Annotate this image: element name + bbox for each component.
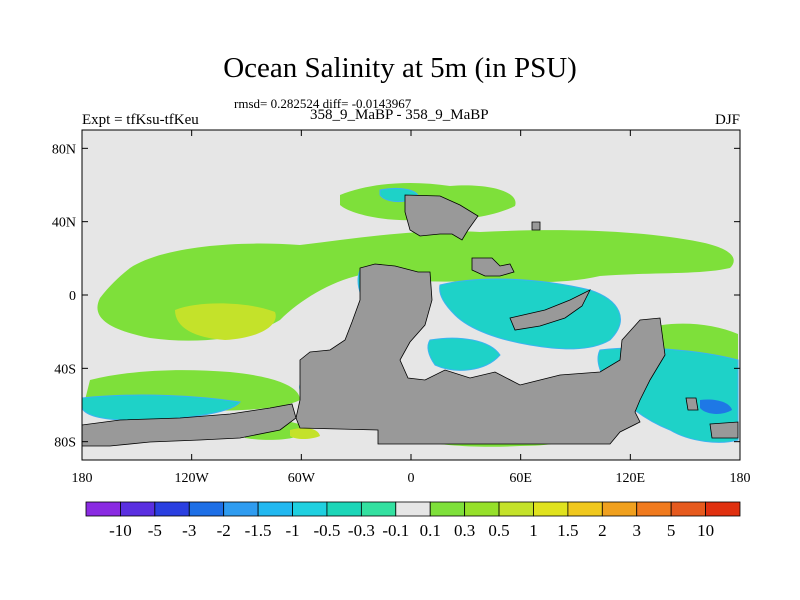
colorbar-label: 10 — [697, 521, 714, 540]
colorbar-swatch — [292, 501, 328, 517]
colorbar-swatch — [154, 501, 190, 517]
salinity-field — [82, 130, 740, 460]
x-tick-label: 120W — [175, 471, 210, 486]
land-mass — [295, 263, 666, 445]
colorbar-swatch — [567, 501, 603, 517]
salinity-patch — [175, 303, 276, 340]
colorbar-label: -10 — [109, 521, 132, 540]
colorbar-label: -1 — [285, 521, 299, 540]
y-tick-label: 0 — [69, 289, 76, 304]
salinity-patch — [427, 337, 501, 371]
map-title: Ocean Salinity at 5m (in PSU) — [223, 52, 577, 84]
colorbar-swatch — [533, 501, 569, 517]
colorbar-label: -1.5 — [245, 521, 272, 540]
y-tick-label: 80N — [52, 142, 76, 157]
colorbar-label: -0.3 — [348, 521, 375, 540]
colorbar-swatch — [188, 501, 225, 517]
runs-label: 358_9_MaBP - 358_9_MaBP — [310, 107, 489, 123]
stats-line: rmsd= 0.282524 diff= -0.0143967 — [234, 96, 412, 111]
colorbar-label: 1 — [529, 521, 538, 540]
colorbar-label: 0.1 — [420, 521, 441, 540]
land-mass — [509, 289, 591, 331]
colorbar-label: 5 — [667, 521, 676, 540]
colorbar-swatch — [326, 501, 362, 517]
land-mass — [685, 397, 699, 411]
colorbar-label: -2 — [217, 521, 231, 540]
colorbar-label: 0.3 — [454, 521, 475, 540]
land-mass — [531, 221, 541, 231]
colorbar-label: 0.5 — [488, 521, 509, 540]
x-tick-label: 180 — [730, 471, 751, 486]
colorbar-swatch — [601, 501, 638, 517]
colorbar-swatch — [464, 501, 500, 517]
colorbar-label: -0.1 — [382, 521, 409, 540]
colorbar-label: -5 — [148, 521, 162, 540]
colorbar-swatch — [223, 501, 259, 517]
colorbar-swatch — [120, 501, 156, 517]
x-tick-label: 180 — [72, 471, 93, 486]
y-tick-label: 40N — [52, 216, 76, 231]
colorbar-swatch — [705, 501, 741, 517]
salinity-patch — [700, 399, 732, 414]
axis-ticks: 180 120W 60W 0 60E 120E 180 80N 40N 0 40S 80S — [52, 130, 751, 486]
colorbar-swatch — [636, 501, 672, 517]
x-tick-label: 60E — [509, 471, 532, 486]
x-tick-label: 60W — [288, 471, 316, 486]
x-tick-label: 0 — [408, 471, 415, 486]
colorbar-label: 3 — [632, 521, 641, 540]
colorbar-swatch — [498, 501, 534, 517]
y-tick-label: 80S — [54, 436, 76, 451]
land-mass — [82, 403, 297, 447]
salinity-patch — [290, 428, 320, 439]
salinity-patch — [82, 394, 241, 421]
colorbar-label: -3 — [182, 521, 196, 540]
land-mass — [404, 194, 479, 241]
colorbar: -10 -5 -3 -2 -1.5 -1 -0.5 -0.3 -0.1 0.1 0.3 0.5 1 1.5… — [85, 501, 741, 540]
colorbar-swatch — [85, 501, 121, 517]
land-mass — [709, 421, 739, 439]
colorbar-swatch — [257, 501, 293, 517]
y-tick-label: 40S — [54, 362, 76, 377]
colorbar-swatch — [360, 501, 397, 517]
colorbar-swatch — [395, 501, 431, 517]
land-mass — [471, 257, 515, 277]
experiment-label: Expt = tfKsu-tfKeu — [82, 112, 199, 128]
colorbar-label: 2 — [598, 521, 607, 540]
colorbar-label: -0.5 — [313, 521, 340, 540]
season-label: DJF — [714, 112, 740, 128]
colorbar-swatch — [429, 501, 466, 517]
colorbar-swatch — [670, 501, 706, 517]
colorbar-label: 1.5 — [557, 521, 578, 540]
x-tick-label: 120E — [616, 471, 646, 486]
